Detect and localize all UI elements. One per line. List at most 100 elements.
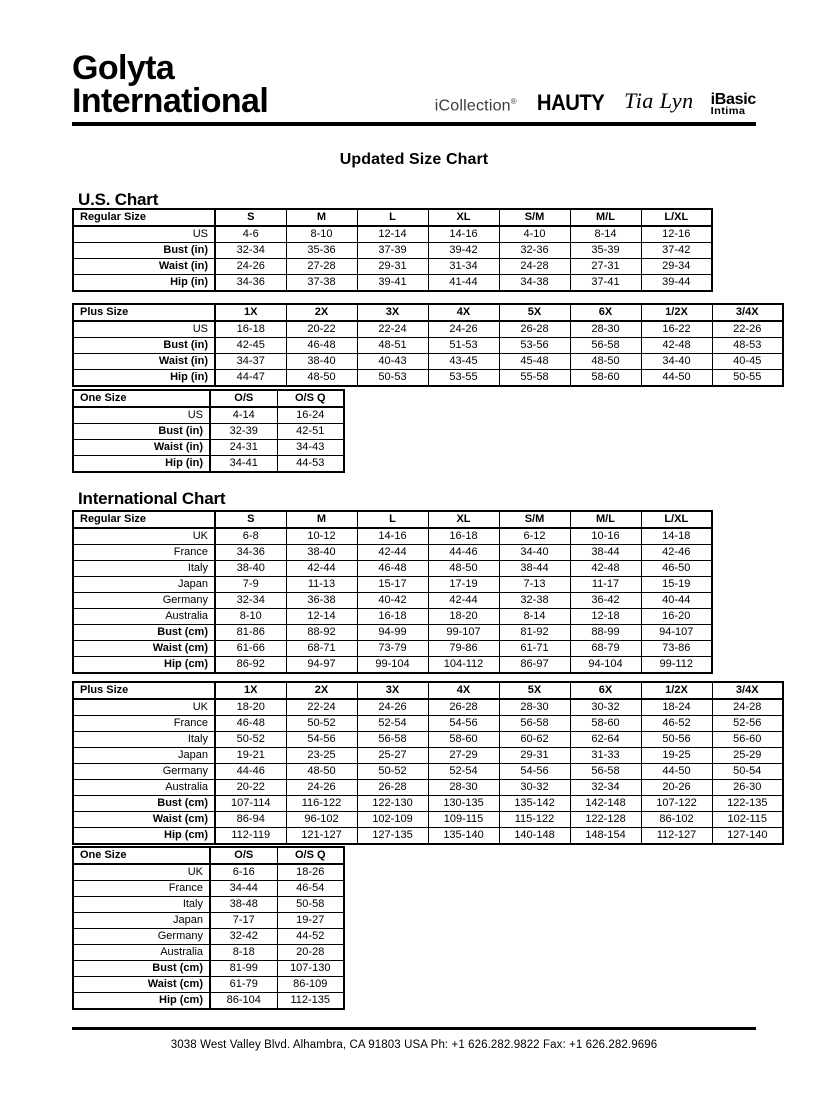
row-label: Australia [72, 608, 216, 625]
table-cell: 50-52 [356, 763, 429, 780]
table-cell: 28-30 [498, 698, 571, 716]
table-header-row: One Size O/S O/S Q [72, 846, 345, 865]
row-label: Germany [72, 928, 211, 945]
column-header: O/S Q [276, 846, 345, 865]
table-cell: 42-44 [285, 560, 358, 577]
table-cell: 34-36 [214, 274, 287, 292]
table-row: Italy 38-48 50-58 [72, 896, 345, 913]
table-cell: 26-28 [427, 698, 500, 716]
table-cell: 116-122 [285, 795, 358, 812]
column-header: S [214, 510, 287, 529]
table-cell: 50-53 [356, 369, 429, 387]
column-header: XL [427, 208, 500, 227]
table-cell: 42-45 [214, 337, 287, 354]
table-row: Japan 7-9 11-13 15-17 17-19 7-13 11-17 15-19 [72, 576, 713, 593]
table-row: Hip (in) 34-36 37-38 39-41 41-44 34-38 37-41 39… [72, 274, 713, 292]
row-label: France [72, 544, 216, 561]
row-label: Japan [72, 576, 216, 593]
column-header: 3/4X [711, 681, 784, 700]
table-cell: 48-50 [285, 763, 358, 780]
row-label: Bust (in) [72, 337, 216, 354]
table-row: Waist (cm) 86-94 96-102 102-109 109-115 115-1… [72, 811, 784, 828]
column-header: 4X [427, 681, 500, 700]
table-cell: 142-148 [569, 795, 642, 812]
table-row: Bust (cm) 81-99 107-130 [72, 960, 345, 977]
table-cell: 54-56 [427, 715, 500, 732]
table-cell: 44-52 [276, 928, 345, 945]
table-cell: 94-107 [640, 624, 713, 641]
table-cell: 48-50 [285, 369, 358, 387]
column-header: 2X [285, 681, 358, 700]
section-heading-us: U.S. Chart [78, 190, 159, 209]
table-cell: 52-54 [427, 763, 500, 780]
table-cell: 8-18 [209, 944, 278, 961]
table-cell: 53-55 [427, 369, 500, 387]
table-cell: 34-41 [209, 455, 278, 473]
table-cell: 39-44 [640, 274, 713, 292]
brand-ibasic-subname: Intima [710, 105, 746, 117]
table-cell: 107-122 [640, 795, 713, 812]
table-cell: 107-130 [276, 960, 345, 977]
company-logo: Golyta International [72, 49, 269, 120]
brand-logo-row: iCollection® HAUTY Tia Lyn iBasic Intima [435, 88, 757, 117]
table-cell: 50-52 [214, 731, 287, 748]
column-header: 2X [285, 303, 358, 322]
table-cell: 19-21 [214, 747, 287, 764]
table-cell: 43-45 [427, 353, 500, 370]
table-row: US 4-6 8-10 12-14 14-16 4-10 8-14 12-16 [72, 225, 713, 243]
table-cell: 112-127 [640, 827, 713, 845]
table-cell: 109-115 [427, 811, 500, 828]
table-cell: 60-62 [498, 731, 571, 748]
table-cell: 46-48 [285, 337, 358, 354]
table-cell: 127-140 [711, 827, 784, 845]
header-divider [72, 122, 756, 126]
column-header: L [356, 208, 429, 227]
table-row: Hip (cm) 112-119 121-127 127-135 135-140 140-… [72, 827, 784, 845]
table-cell: 121-127 [285, 827, 358, 845]
table-cell: 37-42 [640, 242, 713, 259]
table-row: Hip (cm) 86-92 94-97 99-104 104-112 86-97 94-1… [72, 656, 713, 674]
brand-ibasic-logo: iBasic Intima [710, 91, 757, 117]
column-header: 6X [569, 681, 642, 700]
table-cell: 46-50 [640, 560, 713, 577]
column-header: 1X [214, 303, 287, 322]
table-cell: 52-54 [356, 715, 429, 732]
table-row: Hip (in) 44-47 48-50 50-53 53-55 55-58 58-60 44… [72, 369, 784, 387]
table-row: Germany 32-42 44-52 [72, 928, 345, 945]
row-label: Bust (in) [72, 242, 216, 259]
table-cell: 32-34 [214, 592, 287, 609]
table-cell: 86-104 [209, 992, 278, 1010]
column-header: L [356, 510, 429, 529]
footer-address: 3038 West Valley Blvd. Alhambra, CA 9180… [170, 1039, 658, 1051]
column-header: O/S [209, 389, 278, 408]
table-row: Bust (in) 42-45 46-48 48-51 51-53 53-56 56-58 4… [72, 337, 784, 354]
table-us-plus: Plus Size 1X 2X 3X 4X 5X 6X 1/2X 3/4X US 16-18 20-2… [72, 303, 784, 387]
table-row: Waist (in) 24-26 27-28 29-31 31-34 24-28 27-31… [72, 258, 713, 275]
table-cell: 24-28 [498, 258, 571, 275]
table-cell: 16-18 [214, 320, 287, 338]
table-row: UK 6-8 10-12 14-16 16-18 6-12 10-16 14-18 [72, 527, 713, 545]
table-row: Italy 38-40 42-44 46-48 48-50 38-44 42-48 46-50 [72, 560, 713, 577]
table-cell: 38-40 [285, 353, 358, 370]
table-cell: 24-26 [214, 258, 287, 275]
table-row: Germany 44-46 48-50 50-52 52-54 54-56 56-58 44-… [72, 763, 784, 780]
table-header-row: Plus Size 1X 2X 3X 4X 5X 6X 1/2X 3/4X [72, 681, 784, 700]
table-cell: 88-92 [285, 624, 358, 641]
table-cell: 99-112 [640, 656, 713, 674]
table-cell: 4-6 [214, 225, 287, 243]
table-row: Waist (cm) 61-66 68-71 73-79 79-86 61-71 68-79… [72, 640, 713, 657]
column-header: L/XL [640, 510, 713, 529]
table-cell: 34-43 [276, 439, 345, 456]
table-cell: 29-31 [356, 258, 429, 275]
page-title: Updated Size Chart [339, 151, 489, 168]
table-cell: 24-28 [711, 698, 784, 716]
column-header: O/S Q [276, 389, 345, 408]
table-cell: 19-27 [276, 912, 345, 929]
table-cell: 16-18 [427, 527, 500, 545]
row-label: Waist (cm) [72, 811, 216, 828]
column-header: M/L [569, 510, 642, 529]
table-row: Italy 50-52 54-56 56-58 58-60 60-62 62-64 50-56… [72, 731, 784, 748]
table-row: France 46-48 50-52 52-54 54-56 56-58 58-60 46-5… [72, 715, 784, 732]
registered-mark-icon: ® [510, 96, 517, 106]
table-cell: 31-33 [569, 747, 642, 764]
